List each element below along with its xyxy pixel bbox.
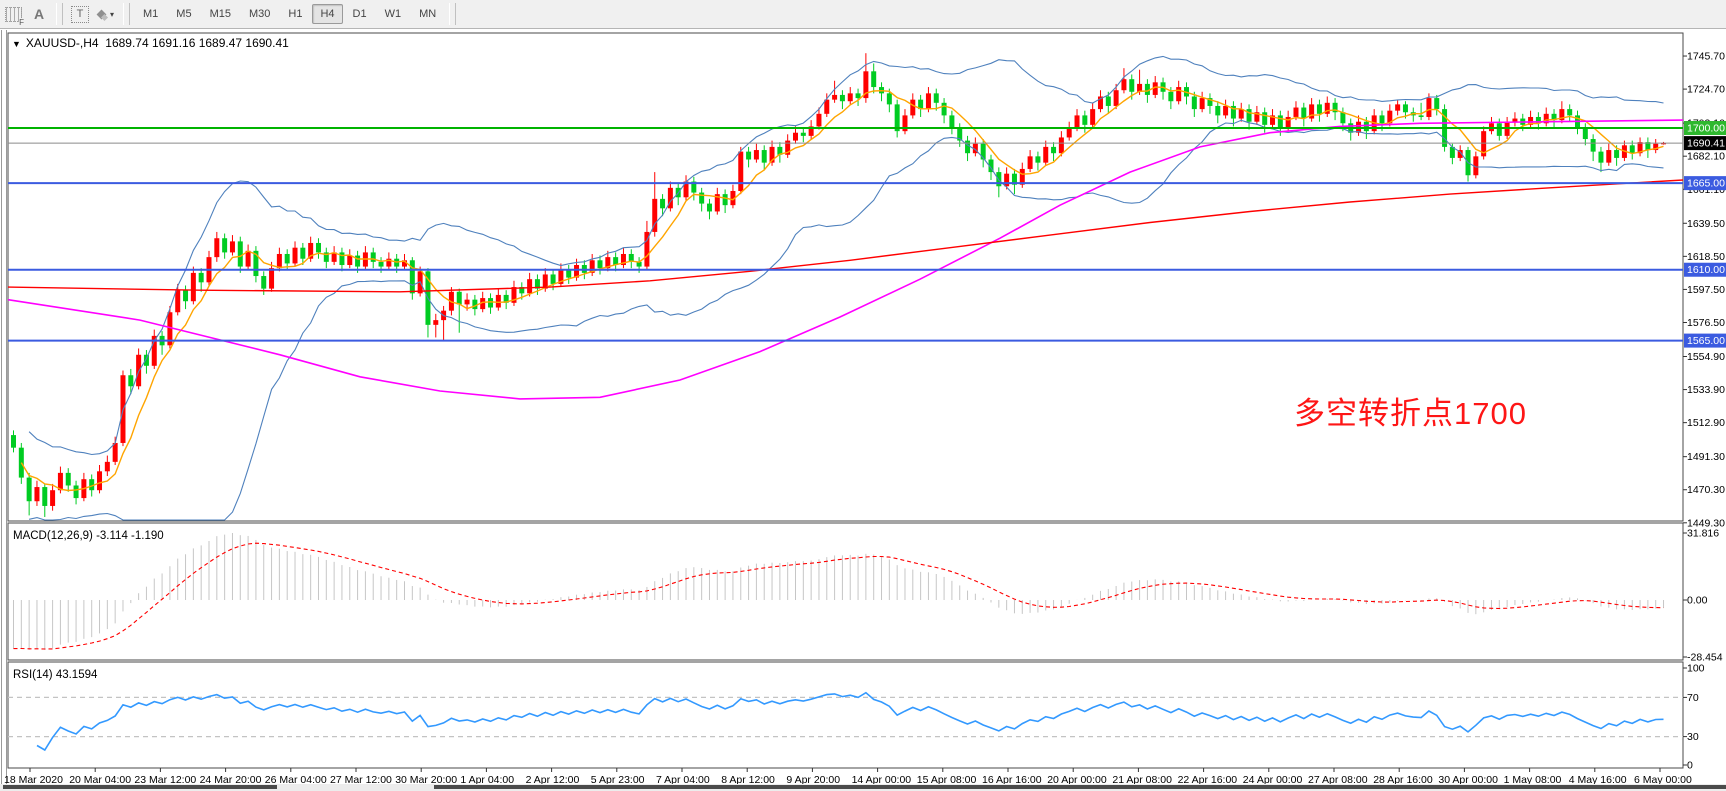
tf-button-d1[interactable]: D1 [352, 8, 367, 20]
chart-annotation-text[interactable]: 多空转折点1700 [1294, 396, 1527, 431]
diamond-small-glyph [100, 13, 109, 21]
grid-dots-glyph [4, 6, 22, 22]
svg-text:1682.10: 1682.10 [1687, 151, 1725, 163]
dropdown-caret-icon: ▾ [109, 9, 114, 19]
svg-text:0: 0 [1687, 760, 1693, 772]
ohlc-values: 1689.74 1691.16 1689.47 1690.41 [105, 36, 289, 50]
svg-text:1565.00: 1565.00 [1687, 335, 1725, 347]
window-left-border [1, 30, 2, 791]
text-label-icon[interactable]: A [33, 6, 45, 22]
tf-button-m5[interactable]: M5 [176, 8, 192, 20]
timeframe-buttons: M1 M5 M15 M30 H1 H4 D1 W1 MN [134, 4, 445, 24]
svg-text:28 Apr 16:00: 28 Apr 16:00 [1373, 774, 1433, 786]
svg-text:30 Apr 00:00: 30 Apr 00:00 [1438, 774, 1498, 786]
svg-text:20 Mar 04:00: 20 Mar 04:00 [69, 774, 131, 786]
svg-text:1533.90: 1533.90 [1687, 384, 1725, 396]
svg-text:27 Apr 08:00: 27 Apr 08:00 [1308, 774, 1368, 786]
svg-text:7 Apr 04:00: 7 Apr 04:00 [656, 774, 710, 786]
svg-text:1512.90: 1512.90 [1687, 417, 1725, 429]
svg-text:27 Mar 12:00: 27 Mar 12:00 [330, 774, 392, 786]
svg-text:23 Mar 12:00: 23 Mar 12:00 [134, 774, 196, 786]
svg-text:26 Mar 04:00: 26 Mar 04:00 [265, 774, 327, 786]
svg-text:24 Apr 00:00: 24 Apr 00:00 [1243, 774, 1303, 786]
bottom-bar-right [434, 785, 1726, 789]
bottom-bar-left [3, 785, 277, 789]
svg-text:70: 70 [1687, 692, 1699, 704]
svg-text:21 Apr 08:00: 21 Apr 08:00 [1112, 774, 1172, 786]
indicator-grid-icon[interactable]: F [1, 3, 25, 27]
svg-text:1618.50: 1618.50 [1687, 251, 1725, 263]
grid-f-badge: F [19, 18, 24, 27]
svg-text:1724.70: 1724.70 [1687, 84, 1725, 96]
chevron-down-icon[interactable]: ▼ [12, 39, 21, 49]
svg-text:0.00: 0.00 [1687, 595, 1708, 607]
svg-text:1665.00: 1665.00 [1687, 178, 1725, 190]
tf-button-h1[interactable]: H1 [288, 8, 303, 20]
symbol-period-label: XAUUSD-,H4 [25, 36, 99, 50]
svg-text:1491.30: 1491.30 [1687, 451, 1725, 463]
tf-button-m1[interactable]: M1 [143, 8, 159, 20]
chart-canvas[interactable]: 1745.701724.701703.101682.101661.101639.… [0, 30, 1726, 791]
tf-button-w1[interactable]: W1 [384, 8, 402, 20]
svg-text:9 Apr 20:00: 9 Apr 20:00 [786, 774, 840, 786]
svg-text:1 Apr 04:00: 1 Apr 04:00 [460, 774, 514, 786]
svg-text:15 Apr 08:00: 15 Apr 08:00 [917, 774, 977, 786]
chart-title: ▼ XAUUSD-,H4 1689.74 1691.16 1689.47 1690… [12, 36, 289, 50]
svg-text:1690.41: 1690.41 [1687, 138, 1725, 150]
svg-text:5 Apr 23:00: 5 Apr 23:00 [591, 774, 645, 786]
toolbar-separator [56, 3, 63, 25]
svg-text:16 Apr 16:00: 16 Apr 16:00 [982, 774, 1042, 786]
svg-text:1610.00: 1610.00 [1687, 264, 1725, 276]
svg-text:-28.454: -28.454 [1687, 652, 1723, 664]
text-box-icon[interactable]: T [68, 3, 92, 25]
svg-text:1597.50: 1597.50 [1687, 284, 1725, 296]
svg-text:1576.50: 1576.50 [1687, 317, 1725, 329]
svg-text:31.816: 31.816 [1687, 528, 1719, 540]
tf-button-mn[interactable]: MN [419, 8, 437, 20]
objects-icon[interactable]: ▾ [94, 3, 118, 25]
svg-text:1554.90: 1554.90 [1687, 351, 1725, 363]
svg-text:4 May 16:00: 4 May 16:00 [1569, 774, 1627, 786]
rsi-indicator-label: RSI(14) 43.1594 [13, 669, 98, 681]
svg-text:20 Apr 00:00: 20 Apr 00:00 [1047, 774, 1107, 786]
tf-button-h4[interactable]: H4 [312, 4, 343, 24]
tf-button-m15[interactable]: M15 [209, 8, 231, 20]
svg-text:2 Apr 12:00: 2 Apr 12:00 [526, 774, 580, 786]
svg-text:100: 100 [1687, 663, 1705, 675]
chart-window[interactable]: 1745.701724.701703.101682.101661.101639.… [0, 30, 1726, 791]
bottom-strip [0, 784, 1726, 791]
svg-text:1639.50: 1639.50 [1687, 218, 1725, 230]
svg-text:18 Mar 2020: 18 Mar 2020 [4, 774, 63, 786]
svg-text:30 Mar 20:00: 30 Mar 20:00 [395, 774, 457, 786]
tf-button-m30[interactable]: M30 [248, 8, 271, 20]
svg-text:24 Mar 20:00: 24 Mar 20:00 [200, 774, 262, 786]
window-left-border-inner [6, 30, 7, 791]
toolbar-separator [449, 3, 457, 25]
svg-text:30: 30 [1687, 731, 1699, 743]
svg-text:14 Apr 00:00: 14 Apr 00:00 [852, 774, 912, 786]
svg-text:6 May 00:00: 6 May 00:00 [1634, 774, 1692, 786]
svg-text:8 Apr 12:00: 8 Apr 12:00 [721, 774, 775, 786]
svg-text:1745.70: 1745.70 [1687, 51, 1725, 63]
svg-text:1700.00: 1700.00 [1687, 123, 1725, 135]
svg-text:1470.30: 1470.30 [1687, 484, 1725, 496]
toolbar: F A T ▾ M1 M5 M15 M30 H1 H4 D1 W1 MN [0, 0, 1726, 29]
svg-text:22 Apr 16:00: 22 Apr 16:00 [1178, 774, 1238, 786]
toolbar-separator [123, 3, 130, 25]
macd-indicator-label: MACD(12,26,9) -3.114 -1.190 [13, 530, 164, 542]
svg-text:1 May 08:00: 1 May 08:00 [1504, 774, 1562, 786]
svg-text:1449.30: 1449.30 [1687, 517, 1725, 529]
